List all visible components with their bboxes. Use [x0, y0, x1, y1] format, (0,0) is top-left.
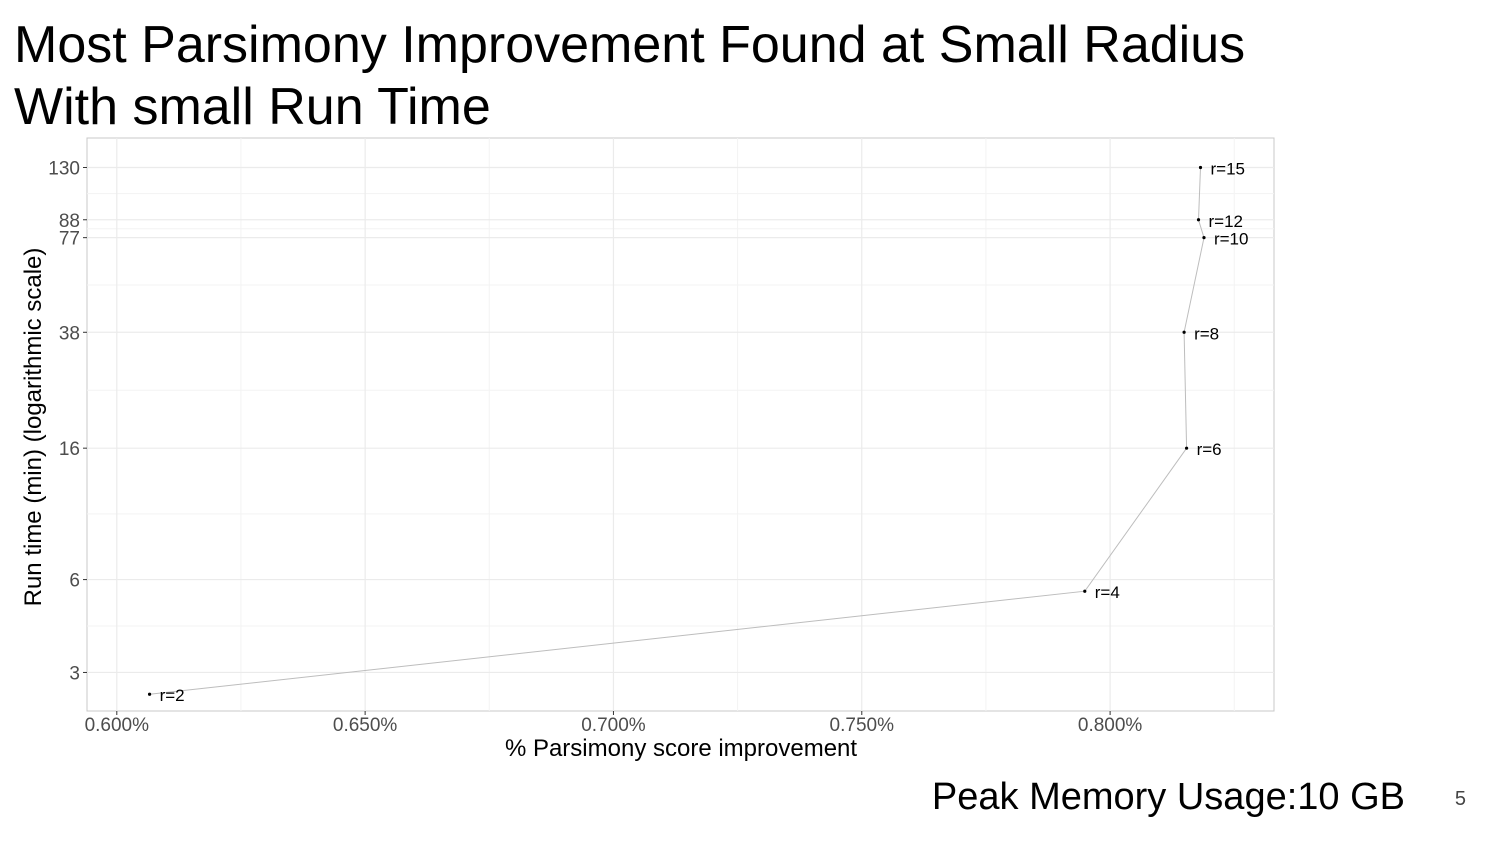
slide-title-line-2: With small Run Time [14, 78, 491, 136]
panel-border [86, 137, 1275, 712]
data-label-r=10: r=10 [1214, 230, 1249, 249]
data-point-r=10 [1202, 236, 1206, 240]
slide-title-line-1: Most Parsimony Improvement Found at Smal… [14, 16, 1246, 74]
data-point-r=12 [1196, 218, 1201, 222]
x-tick-label-2: 0.650% [333, 715, 398, 736]
plot-panel [86, 137, 1275, 712]
y-tick-label-2: 6 [69, 571, 80, 592]
series-line [149, 167, 1205, 695]
x-axis-title: % Parsimony score improvement [505, 735, 857, 762]
data-point-r=8 [1182, 330, 1186, 334]
x-tick-label-3: 0.700% [581, 715, 646, 736]
y-tick-label-4: 38 [59, 323, 80, 344]
page-number: 5 [1454, 788, 1466, 810]
data-point-r=4 [1083, 589, 1087, 593]
x-tick-label-4: 0.750% [830, 715, 895, 736]
slide-title: Most Parsimony Improvement Found at Smal… [14, 14, 1245, 138]
series-line-layer [149, 167, 1205, 695]
y-tick-label-7: 130 [48, 158, 80, 179]
data-points [147, 165, 1206, 696]
y-tick-label-6: 88 [59, 211, 80, 232]
y-tick-label-3: 16 [59, 439, 80, 460]
x-tick-label-5: 0.800% [1078, 715, 1143, 736]
x-tick-label-1: 0.600% [85, 715, 150, 736]
grid-lines [87, 138, 1274, 711]
data-point-r=15 [1198, 165, 1203, 170]
data-label-r=4: r=4 [1095, 583, 1120, 602]
peak-memory-usage: Peak Memory Usage:10 GB [931, 776, 1405, 818]
data-label-r=8: r=8 [1194, 324, 1219, 343]
x-axis-ticks: 0.600% 0.650% 0.700% 0.750% 0.800% [85, 711, 1143, 736]
data-point-r=2 [147, 692, 152, 696]
y-tick-label-1: 3 [69, 663, 80, 684]
data-label-r=15: r=15 [1210, 159, 1245, 178]
y-tick-label-5: 77 [59, 229, 80, 250]
data-label-r=2: r=2 [160, 686, 185, 705]
data-point-r=6 [1184, 446, 1189, 450]
data-labels: r=2 r=4 r=6 r=8 r=10r=12 r=15 [160, 159, 1249, 705]
y-axis-title: Run time (min) (logarithmic scale) [20, 248, 47, 607]
data-label-r=6: r=6 [1197, 440, 1222, 459]
data-label-r=12: r=12 [1209, 212, 1244, 231]
